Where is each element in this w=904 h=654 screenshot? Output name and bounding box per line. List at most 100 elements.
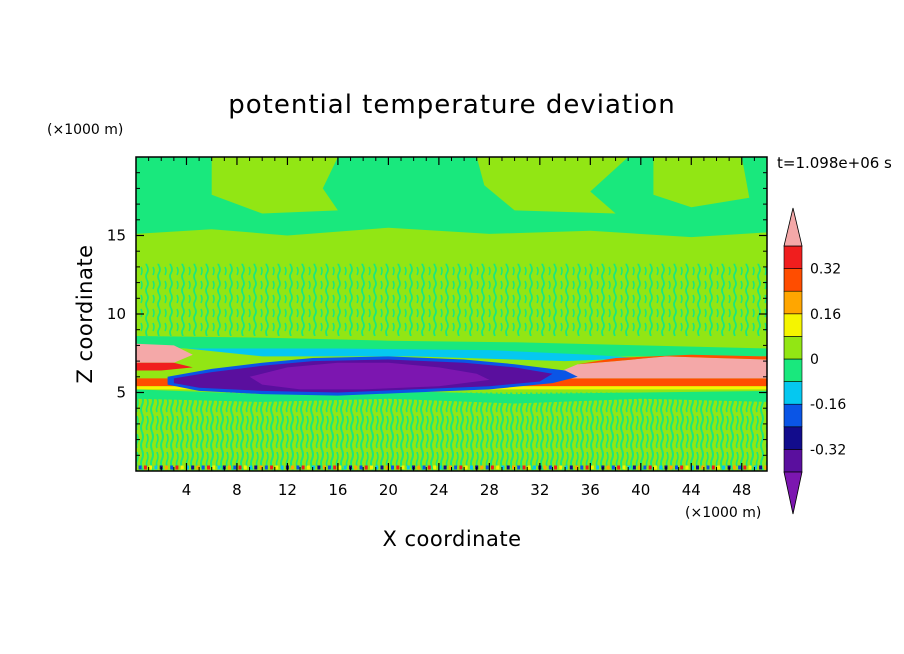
surface-noise-dot bbox=[632, 465, 636, 470]
surface-noise-dot bbox=[201, 465, 205, 470]
surface-noise-dot bbox=[653, 465, 657, 470]
surface-noise-dot bbox=[738, 465, 742, 470]
x-tick-label: 40 bbox=[631, 481, 650, 499]
surface-noise-dot bbox=[675, 465, 678, 470]
surface-noise-dot bbox=[317, 465, 321, 470]
surface-noise-dot bbox=[548, 465, 552, 470]
surface-noise-dot bbox=[164, 465, 168, 470]
surface-noise-dot bbox=[701, 465, 705, 470]
y-axis-unit: (×1000 m) bbox=[47, 122, 123, 138]
region-cyan-band bbox=[186, 348, 641, 362]
surface-noise-dot bbox=[743, 465, 747, 470]
surface-noise-dot bbox=[522, 465, 526, 470]
colorbar-label: 0.32 bbox=[810, 262, 841, 278]
surface-noise-dot bbox=[333, 465, 337, 470]
y-tick-label: 5 bbox=[116, 384, 126, 402]
surface-noise-dot bbox=[569, 465, 573, 470]
y-axis-label: Z coordinate bbox=[73, 244, 97, 383]
region-boundary-layer bbox=[136, 392, 767, 471]
colorbar-label: -0.32 bbox=[810, 442, 846, 458]
region-upper-patch bbox=[653, 157, 750, 208]
surface-noise-dot bbox=[322, 465, 326, 470]
colorbar-segment bbox=[783, 290, 803, 315]
surface-noise-dot bbox=[264, 465, 268, 470]
surface-noise-dot bbox=[427, 465, 431, 470]
region-warm-right bbox=[558, 356, 767, 379]
region-warm-left bbox=[136, 343, 193, 363]
surface-noise-dot bbox=[254, 465, 258, 470]
surface-noise-dot bbox=[669, 465, 673, 470]
surface-noise-dot bbox=[385, 465, 389, 470]
surface-noise-dot bbox=[606, 465, 610, 470]
surface-noise-dot bbox=[627, 465, 631, 470]
colorbar-segment bbox=[783, 403, 803, 428]
region-teal-band bbox=[136, 336, 767, 357]
colorbar-segment bbox=[783, 358, 803, 382]
surface-noise-dot bbox=[396, 465, 400, 470]
surface-noise-dot bbox=[270, 465, 274, 470]
surface-noise-dot bbox=[464, 465, 468, 470]
surface-noise-dot bbox=[364, 465, 368, 470]
colorbar-label: -0.16 bbox=[810, 397, 846, 413]
region-surface-noise bbox=[138, 465, 767, 470]
x-tick-label: 8 bbox=[232, 481, 242, 499]
surface-noise-dot bbox=[748, 465, 752, 470]
region-warm-right-edge bbox=[577, 354, 767, 365]
colorbar-segment bbox=[783, 336, 803, 360]
surface-noise-dot bbox=[422, 465, 426, 470]
x-tick-label: 16 bbox=[328, 481, 347, 499]
surface-noise-dot bbox=[448, 465, 452, 470]
surface-noise-dot bbox=[243, 465, 247, 470]
surface-noise-dot bbox=[233, 465, 237, 470]
surface-noise-dot bbox=[543, 465, 547, 470]
x-tick-label: 4 bbox=[182, 481, 192, 499]
region-upper-patch bbox=[211, 157, 338, 214]
surface-noise-dot bbox=[764, 465, 767, 470]
surface-noise-dot bbox=[564, 465, 568, 470]
region-noisy-middle-layer bbox=[136, 263, 767, 336]
surface-noise-dot bbox=[212, 465, 216, 470]
surface-noise-dot bbox=[454, 465, 458, 470]
x-axis-unit: (×1000 m) bbox=[685, 505, 761, 521]
surface-noise-dot bbox=[469, 465, 473, 470]
surface-noise-dot bbox=[375, 465, 379, 470]
surface-noise-dot bbox=[717, 465, 720, 470]
surface-noise-dot bbox=[380, 465, 384, 470]
surface-noise-dot bbox=[433, 465, 437, 470]
colorbar-segment bbox=[783, 268, 803, 292]
surface-noise-dot bbox=[643, 465, 647, 470]
colorbar-segment bbox=[783, 426, 803, 450]
surface-noise-dot bbox=[359, 465, 363, 470]
surface-noise-dot bbox=[648, 465, 652, 470]
colorbar-over-triangle bbox=[783, 207, 803, 247]
surface-noise-dot bbox=[753, 465, 757, 470]
surface-noise-dot bbox=[554, 465, 557, 470]
surface-noise-dot bbox=[154, 465, 158, 470]
x-tick-label: 48 bbox=[732, 481, 751, 499]
surface-noise-dot bbox=[301, 465, 305, 470]
surface-noise-dot bbox=[459, 465, 463, 470]
surface-noise-dot bbox=[170, 465, 174, 470]
x-tick-label: 20 bbox=[379, 481, 398, 499]
surface-noise-dot bbox=[722, 465, 726, 470]
surface-noise-dot bbox=[191, 465, 195, 470]
surface-noise-dot bbox=[238, 465, 242, 470]
surface-noise-dot bbox=[138, 465, 142, 470]
surface-noise-dot bbox=[180, 465, 184, 470]
surface-noise-dot bbox=[622, 465, 626, 470]
surface-noise-dot bbox=[490, 465, 494, 470]
surface-noise-dot bbox=[312, 465, 316, 470]
y-axis-ticks: 5 10 15 bbox=[107, 172, 767, 456]
surface-noise-dot bbox=[696, 465, 699, 470]
surface-noise-dot bbox=[438, 465, 442, 470]
heatmap-field bbox=[136, 157, 767, 471]
x-tick-label: 36 bbox=[581, 481, 600, 499]
surface-noise-dot bbox=[327, 465, 331, 470]
colorbar-segment bbox=[783, 381, 803, 405]
surface-noise-dot bbox=[406, 465, 410, 470]
colorbar: -0.32 -0.16 0 0.16 0.32 bbox=[783, 207, 846, 515]
surface-noise-dot bbox=[680, 465, 684, 470]
surface-noise-dot bbox=[249, 465, 253, 470]
surface-noise-dot bbox=[391, 465, 394, 470]
surface-noise-dot bbox=[496, 465, 500, 470]
